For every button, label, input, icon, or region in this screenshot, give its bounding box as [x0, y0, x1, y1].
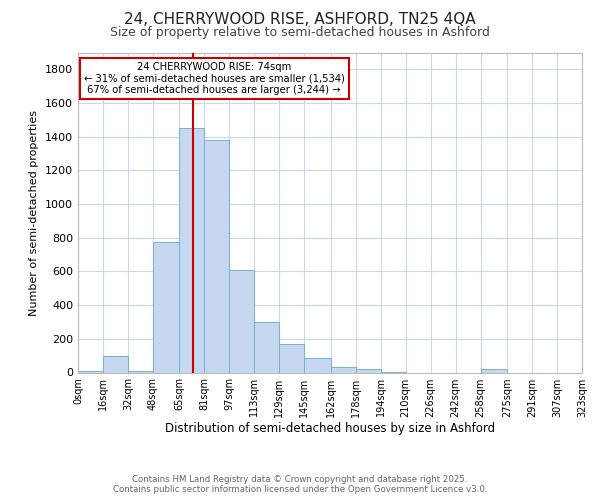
- Bar: [153, 242, 179, 372]
- Text: 24 CHERRYWOOD RISE: 74sqm
← 31% of semi-detached houses are smaller (1,534)
67% : 24 CHERRYWOOD RISE: 74sqm ← 31% of semi-…: [83, 62, 344, 96]
- Bar: [205, 140, 229, 372]
- Bar: [356, 369, 381, 372]
- Bar: [103, 356, 128, 372]
- Text: Size of property relative to semi-detached houses in Ashford: Size of property relative to semi-detach…: [110, 26, 490, 39]
- Y-axis label: Number of semi-detached properties: Number of semi-detached properties: [29, 110, 40, 316]
- Bar: [481, 369, 507, 372]
- Bar: [254, 322, 279, 372]
- Bar: [279, 344, 304, 372]
- Bar: [331, 368, 356, 372]
- Text: 24, CHERRYWOOD RISE, ASHFORD, TN25 4QA: 24, CHERRYWOOD RISE, ASHFORD, TN25 4QA: [124, 12, 476, 28]
- Bar: [229, 270, 254, 372]
- Bar: [179, 128, 205, 372]
- Text: Contains HM Land Registry data © Crown copyright and database right 2025.
Contai: Contains HM Land Registry data © Crown c…: [113, 474, 487, 494]
- Bar: [78, 371, 103, 372]
- X-axis label: Distribution of semi-detached houses by size in Ashford: Distribution of semi-detached houses by …: [165, 422, 495, 436]
- Bar: [304, 358, 331, 372]
- Bar: [128, 371, 153, 372]
